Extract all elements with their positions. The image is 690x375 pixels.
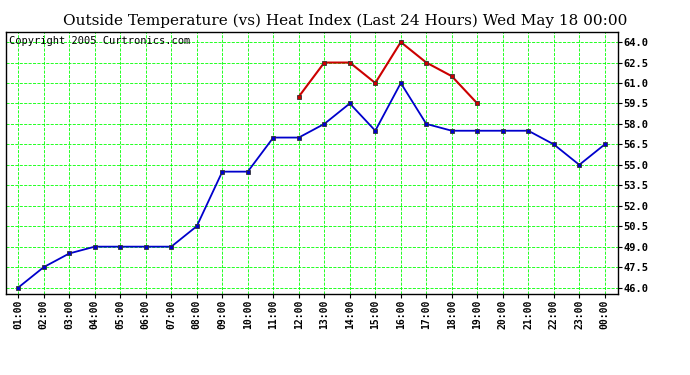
Text: Outside Temperature (vs) Heat Index (Last 24 Hours) Wed May 18 00:00: Outside Temperature (vs) Heat Index (Las… [63,13,627,27]
Text: Copyright 2005 Curtronics.com: Copyright 2005 Curtronics.com [8,36,190,46]
